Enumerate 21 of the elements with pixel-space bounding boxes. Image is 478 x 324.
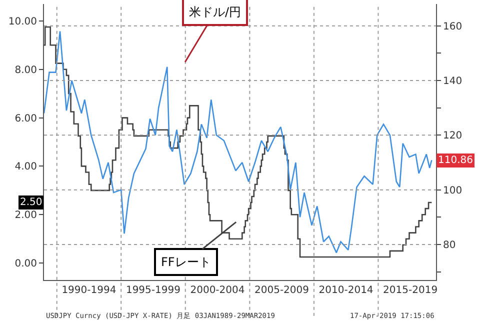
x-tick-label: 2005-2009: [254, 285, 309, 296]
y-tick-label: 6.00: [14, 113, 37, 124]
y2-tick-label: 120: [443, 130, 462, 142]
y-tick-label: 4.00: [14, 162, 37, 173]
annotation: FFレート: [161, 255, 211, 269]
y-tick-label: 10.00: [8, 16, 37, 28]
annotation: 米ドル/円: [189, 5, 242, 19]
x-tick-label: 2010-2014: [318, 285, 374, 296]
x-tick-label: 1995-1999: [126, 285, 180, 296]
x-tick-label: 2015-2019: [383, 285, 438, 296]
y2-tick-label: 140: [443, 76, 462, 88]
x-tick-label: 1990-1994: [62, 285, 116, 296]
y-tick-label: 8.00: [14, 64, 37, 76]
text: 110.86: [438, 155, 473, 166]
y2-tick-label: 160: [443, 21, 462, 32]
y-tick-label: 0.00: [14, 258, 37, 270]
text: 2.50: [20, 197, 42, 208]
y2-tick-label: 100: [443, 185, 462, 196]
y-tick-label: 2.00: [14, 210, 37, 222]
y2-tick-label: 80: [443, 240, 456, 251]
x-tick-label: 2000-2004: [190, 285, 245, 296]
